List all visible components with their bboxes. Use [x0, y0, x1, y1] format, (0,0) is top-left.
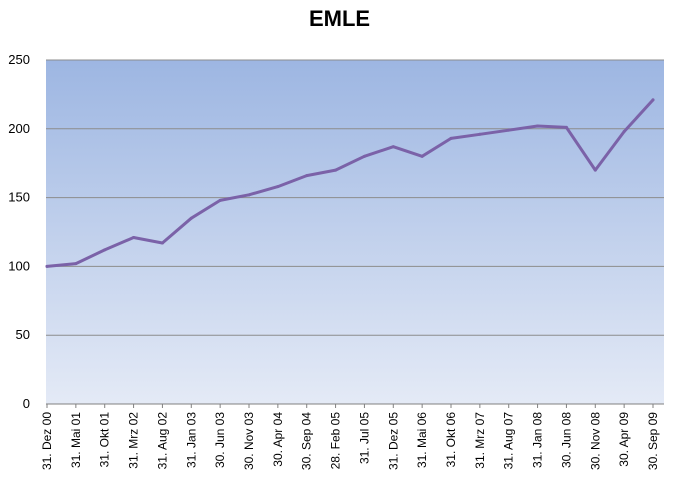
- y-tick-label: 100: [8, 258, 30, 273]
- data-point: [189, 216, 193, 220]
- x-axis: 31. Dez 00 31. Mai 01 31. Okt 01 31. Mrz 02…: [40, 403, 664, 470]
- data-point: [593, 168, 597, 172]
- x-tick-label: 31. Jan 03: [184, 412, 198, 468]
- plot-area: [46, 60, 664, 404]
- data-point: [103, 248, 107, 252]
- x-tick-label: 30. Nov 03: [242, 412, 256, 470]
- data-point: [45, 264, 49, 268]
- x-tick-label: 30. Sep 09: [646, 412, 660, 470]
- x-tick-label: 30. Apr 04: [271, 412, 285, 467]
- data-point: [564, 125, 568, 129]
- x-tick-label: 31. Jul 05: [357, 412, 371, 464]
- data-point: [218, 198, 222, 202]
- x-tick-label: 30. Jun 08: [559, 412, 573, 468]
- x-tick-label: 30. Sep 04: [300, 412, 314, 470]
- data-point: [449, 136, 453, 140]
- data-point: [536, 124, 540, 128]
- x-tick-label: 31. Mrz 07: [473, 412, 487, 469]
- x-tick-label: 31. Okt 06: [444, 412, 458, 468]
- data-point: [391, 145, 395, 149]
- x-tick-label: 31. Dez 05: [386, 412, 400, 470]
- data-point: [420, 154, 424, 158]
- x-tick-label: 30. Nov 08: [588, 412, 602, 470]
- series-layer: [45, 98, 655, 268]
- chart-title: EMLE: [308, 6, 371, 31]
- y-tick-label: 0: [23, 396, 30, 411]
- data-point: [276, 185, 280, 189]
- y-tick-label: 50: [16, 327, 30, 342]
- data-point: [132, 236, 136, 240]
- x-tick-label: 31. Mai 01: [69, 412, 83, 468]
- x-tick-label: 31. Jan 08: [531, 412, 545, 468]
- x-tick-label: 31. Dez 00: [40, 412, 54, 470]
- series-line: [45, 98, 655, 268]
- x-tick-label: 31. Mrz 02: [127, 412, 141, 469]
- data-point: [362, 154, 366, 158]
- x-tick-label: 30. Apr 09: [617, 412, 631, 467]
- data-point: [305, 174, 309, 178]
- data-point: [478, 132, 482, 136]
- y-tick-label: 250: [8, 52, 30, 67]
- data-point: [507, 128, 511, 132]
- data-point: [160, 241, 164, 245]
- x-tick-label: 31. Aug 07: [502, 412, 516, 470]
- y-axis-ticks: 0 50 100 150 200 250: [8, 52, 30, 411]
- data-point: [622, 130, 626, 134]
- data-point: [247, 193, 251, 197]
- data-point: [651, 98, 655, 102]
- x-tick-label: 30. Jun 03: [213, 412, 227, 468]
- data-point: [334, 168, 338, 172]
- data-point: [74, 262, 78, 266]
- x-tick-label: 31. Okt 01: [98, 412, 112, 468]
- x-tick-label: 28. Feb 05: [329, 412, 343, 470]
- y-tick-label: 200: [8, 121, 30, 136]
- x-tick-label: 31. Aug 02: [155, 412, 169, 470]
- x-tick-label: 31. Mai 06: [415, 412, 429, 468]
- y-tick-label: 150: [8, 190, 30, 205]
